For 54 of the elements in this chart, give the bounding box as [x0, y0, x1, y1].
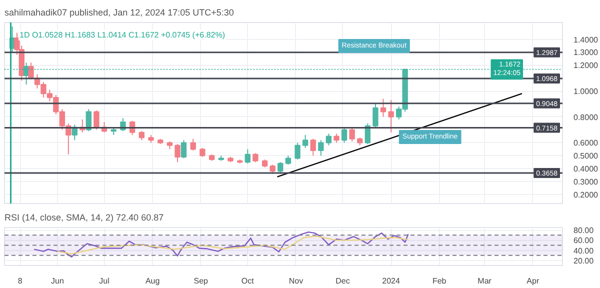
y-tick-label: 1.3000 — [574, 48, 599, 58]
candlestick — [302, 134, 308, 148]
y-tick-label: 0.5000 — [574, 152, 599, 161]
y-tick-label: 80.00 — [574, 226, 594, 236]
y-tick-label: 40.00 — [574, 246, 594, 256]
x-tick-label: Dec — [336, 276, 350, 286]
candlestick — [285, 155, 292, 166]
candlestick — [270, 164, 276, 174]
candlestick — [180, 140, 187, 159]
candlestick — [326, 133, 332, 146]
candlestick — [86, 108, 92, 132]
y-tick-label: 20.00 — [574, 256, 594, 266]
candlestick — [190, 138, 196, 151]
candlestick — [138, 130, 144, 141]
x-tick-label: Jun — [51, 276, 64, 286]
candlestick — [310, 138, 316, 156]
y-tick-label: 0.4000 — [574, 164, 599, 174]
x-tick-label: Apr — [526, 276, 540, 286]
candlestick — [252, 152, 258, 163]
candlestick — [200, 147, 206, 158]
candlestick — [278, 162, 284, 174]
x-tick-label: 8 — [18, 276, 23, 286]
candlestick — [349, 126, 355, 142]
x-tick-label: Jul — [99, 276, 110, 286]
x-tick-label: Sep — [194, 276, 209, 286]
candlestick — [294, 142, 300, 160]
line-series — [56, 236, 409, 254]
x-tick-label: Oct — [241, 276, 255, 286]
y-tick-label: 1.2000 — [574, 61, 599, 70]
text: 1D O1.0528 H1.1683 L1.0414 C1.1672 +0.0745 (+6.82%) — [20, 30, 226, 40]
y-tick-label: 0.2000 — [574, 190, 599, 200]
candlestick — [372, 103, 378, 128]
candlestick — [380, 98, 386, 118]
y-tick-label: 1.0000 — [574, 87, 599, 96]
x-tick-label: Feb — [432, 276, 447, 286]
x-tick-label: 2024 — [382, 276, 400, 286]
chart-title: sahilmahadik07 published, Jan 12, 2024 17:05 UTC+5:30 — [4, 8, 234, 18]
chart-title: RSI (14, close, SMA, 14, 2) 72.40 60.87 — [4, 212, 164, 222]
y-tick-label: 0.8000 — [574, 112, 599, 122]
candlestick — [94, 110, 100, 130]
x-tick-label: Nov — [288, 276, 304, 286]
y-tick-label: 60.00 — [574, 236, 594, 246]
y-tick-label: 0.3000 — [574, 178, 599, 187]
candlestick — [334, 133, 340, 144]
candlestick — [318, 140, 324, 156]
line-series — [34, 231, 409, 258]
candlestick — [341, 126, 348, 144]
candlestick — [174, 144, 180, 163]
candlestick — [388, 100, 394, 133]
y-tick-label: 0.6000 — [574, 138, 599, 148]
x-tick-label: Mar — [478, 276, 492, 286]
candlestick — [244, 148, 250, 164]
y-tick-label: 1.4000 — [574, 35, 599, 44]
x-tick-label: Aug — [145, 276, 160, 286]
